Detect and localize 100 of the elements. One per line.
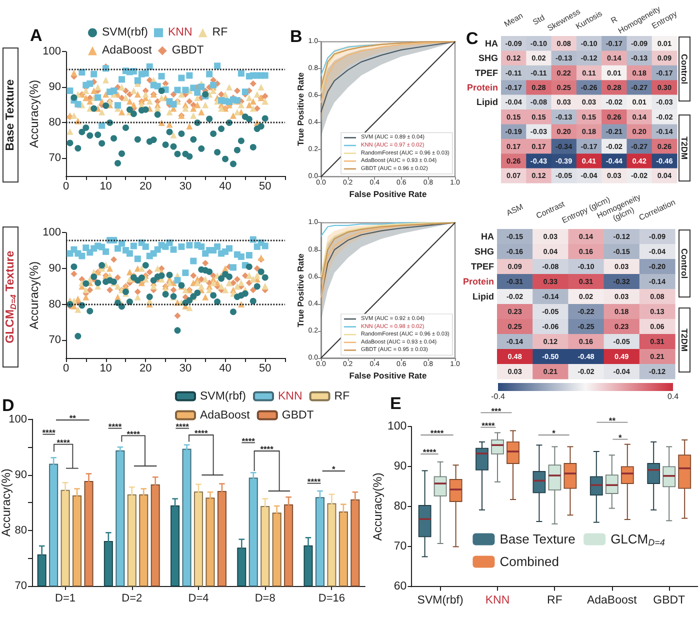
y-axis-title: Accuracy(%) [27, 80, 41, 148]
chart-title: D [2, 396, 14, 415]
legend-label: AdaBoost [102, 44, 153, 57]
y-tick-label: 90 [48, 262, 61, 274]
y-tick-label: Protein [462, 276, 494, 286]
x-tick-label: ASM [505, 202, 525, 218]
legend-label: KNN [278, 390, 302, 402]
y-tick-label: TPEF [474, 68, 498, 78]
legend-label: Base Texture [500, 532, 576, 547]
y-tick-label: 90 [394, 460, 407, 473]
x-tick-label: D=16 [318, 592, 346, 604]
x-tick-label: 0 [62, 180, 70, 192]
y-tick-label: 70 [394, 540, 407, 553]
x-tick-label: RF [547, 594, 562, 607]
y-tick-label: HA [481, 232, 494, 242]
y-tick-label: 80 [394, 500, 407, 513]
annotation: **** [176, 421, 190, 432]
y-tick-label: 70 [48, 152, 61, 164]
x-tick-label: SVM(rbf) [417, 594, 464, 607]
y-tick-label: 100 [8, 413, 27, 426]
x-tick-label: 20 [140, 180, 152, 192]
legend-label: GBDT [282, 409, 314, 422]
text: T2DM [680, 136, 690, 160]
x-tick-label: Std [531, 13, 546, 27]
x-tick-label: 50 [258, 362, 272, 374]
x-tick-label: GBDT [653, 594, 686, 607]
annotation: **** [242, 436, 256, 446]
annotation: **** [108, 421, 122, 432]
text: *** [491, 406, 502, 416]
text: Base Texture [4, 79, 16, 151]
chart-title: A [30, 26, 42, 45]
chart-title: C [466, 29, 478, 48]
y-tick-label: TPEF [470, 262, 494, 272]
text: T2DM [680, 328, 690, 352]
annotation: * [552, 428, 556, 438]
x-tick-label: R [609, 14, 620, 26]
x-tick-label: Mean [502, 11, 524, 29]
text: Control [680, 248, 690, 279]
y-tick-label: Lipid [472, 292, 494, 302]
y-tick-label: 80 [48, 298, 61, 310]
x-tick-label: 20 [140, 362, 152, 374]
color-bar-label: -0.4 [491, 392, 506, 401]
text: GLCMD=4 Texture [4, 250, 18, 344]
annotation: **** [260, 444, 274, 454]
x-tick-label: 0 [62, 362, 70, 374]
x-tick-label: 10 [100, 180, 112, 192]
x-axis-title: False Positive Rate [349, 370, 428, 380]
annotation: **** [42, 427, 56, 438]
annotation: *** [608, 415, 623, 442]
y-tick-label: SHG [474, 246, 494, 256]
x-tick-label: 50 [258, 180, 272, 192]
annotation: **** [126, 428, 141, 439]
chart-title: B [290, 27, 302, 46]
x-tick-label: 40 [219, 362, 232, 374]
x-tick-label: 40 [219, 180, 232, 192]
x-tick-label: D=1 [55, 592, 76, 604]
x-tick-label: D=4 [188, 592, 209, 604]
annotation: **** [194, 428, 208, 438]
annotation: **** [422, 447, 437, 458]
y-axis-title: Accuracy(%) [0, 468, 13, 537]
y-tick-label: Protein [466, 82, 498, 92]
color-bar-label: 0.4 [667, 392, 680, 401]
chart-title: E [390, 394, 402, 413]
legend-label: RF [334, 390, 350, 402]
annotation: **** [482, 420, 496, 430]
y-tick-label: 70 [14, 580, 27, 592]
annotation: **** [430, 428, 444, 438]
y-tick-label: 100 [388, 420, 407, 433]
y-tick-label: 100 [42, 226, 61, 239]
y-tick-label: 100 [42, 46, 61, 58]
y-axis-title: Accuracy(%) [27, 261, 41, 330]
y-axis-title: True Positive Rate [296, 253, 306, 328]
annotation: **** [307, 476, 322, 486]
legend-label: GBDT [172, 44, 204, 57]
y-tick-label: HA [485, 38, 498, 48]
x-tick-label: 30 [179, 180, 192, 192]
legend-label: SVM(rbf) [200, 390, 246, 402]
y-tick-label: 70 [48, 334, 61, 346]
legend-label: Combined [500, 554, 559, 570]
y-tick-label: 80 [48, 116, 61, 129]
x-tick-label: D=8 [254, 592, 276, 604]
x-tick-label: KNN [485, 594, 510, 607]
annotation: ** [69, 413, 77, 424]
text: Control [680, 54, 690, 84]
x-tick-label: D=2 [122, 592, 142, 604]
x-tick-label: AdaBoost [586, 594, 638, 607]
y-axis-title: Accuracy(%) [370, 472, 385, 541]
y-axis-title: True Positive Rate [296, 72, 306, 146]
y-tick-label: 90 [14, 468, 27, 481]
y-tick-label: 80 [14, 524, 27, 536]
annotation: **** [56, 437, 71, 448]
y-tick-label: SHG [478, 53, 498, 64]
x-tick-label: 30 [179, 362, 192, 374]
y-tick-label: 60 [394, 580, 407, 593]
x-tick-label: 10 [100, 362, 112, 374]
legend-label: AdaBoost [200, 409, 251, 422]
annotation: * [332, 464, 336, 474]
x-axis-title: False Positive Rate [349, 189, 428, 200]
y-tick-label: 90 [48, 81, 61, 94]
y-tick-label: Lipid [476, 97, 498, 108]
